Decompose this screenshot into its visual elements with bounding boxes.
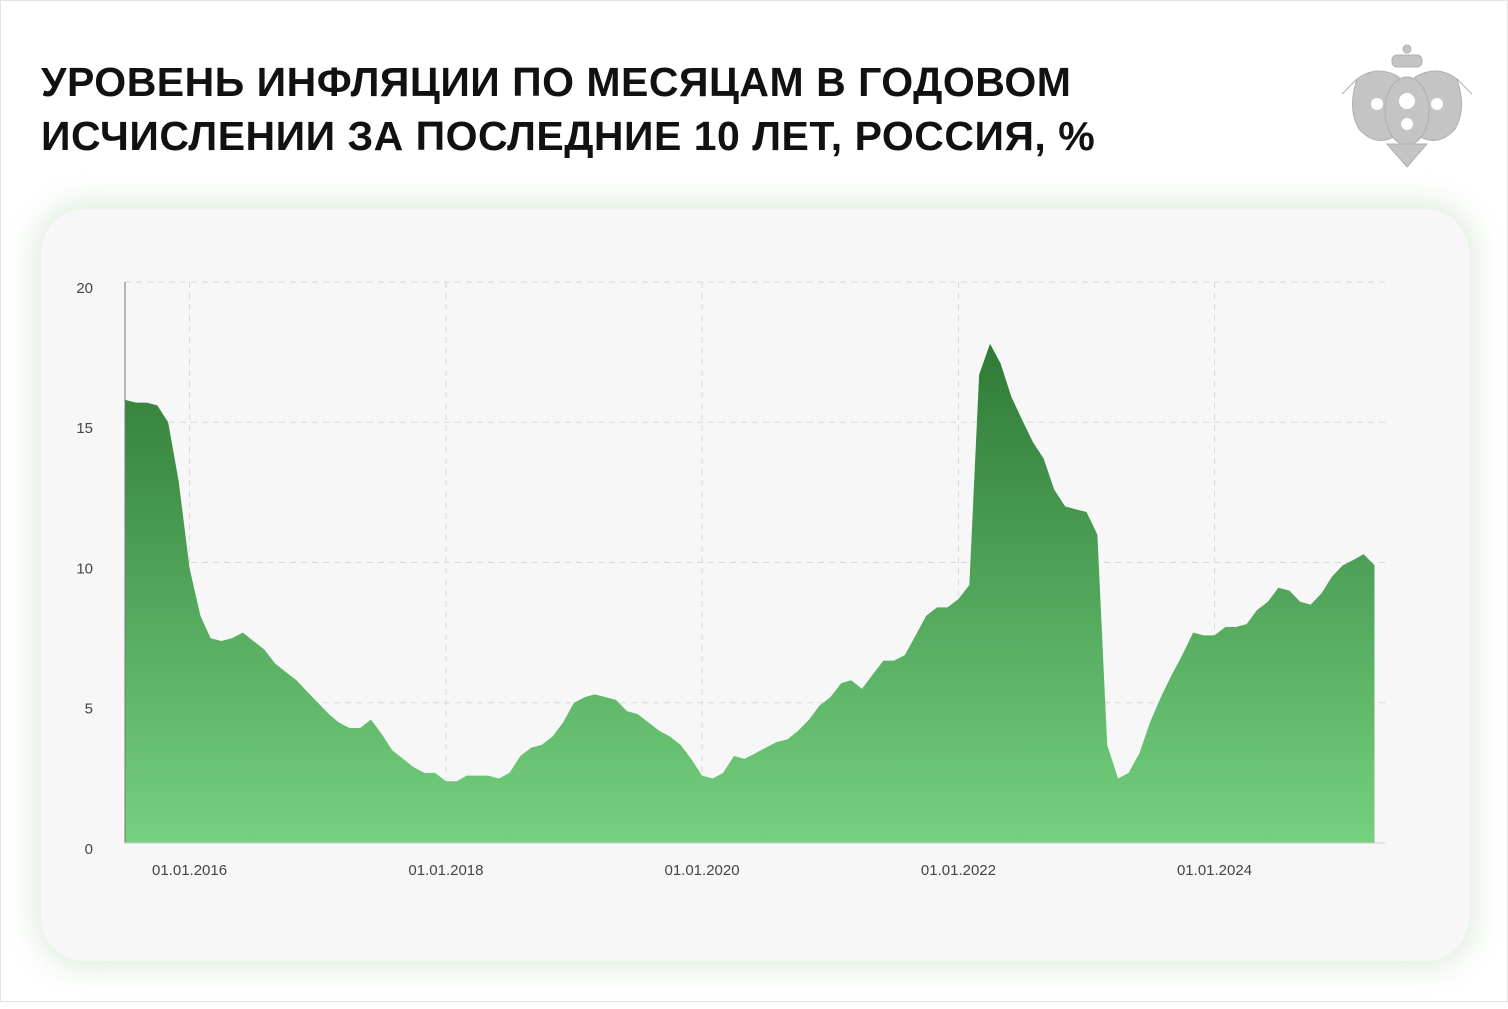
y-tick-label: 10 — [76, 560, 93, 577]
x-tick-label: 01.01.2024 — [1177, 862, 1252, 879]
logo — [1341, 44, 1473, 168]
y-tick-label: 5 — [85, 701, 93, 718]
area — [125, 343, 1375, 843]
chart-title: УРОВЕНЬ ИНФЛЯЦИИ ПО МЕСЯЦАМ В ГОДОВОМ ИС… — [41, 59, 1096, 159]
x-tick-label: 01.01.2018 — [408, 862, 483, 879]
x-tick-label: 01.01.2020 — [664, 862, 739, 879]
x-tick-label: 01.01.2016 — [152, 862, 227, 879]
y-tick-label: 15 — [76, 420, 93, 437]
x-tick-label: 01.01.2022 — [921, 862, 996, 879]
y-tick-label: 0 — [85, 841, 93, 858]
y-tick-label: 20 — [76, 280, 93, 297]
